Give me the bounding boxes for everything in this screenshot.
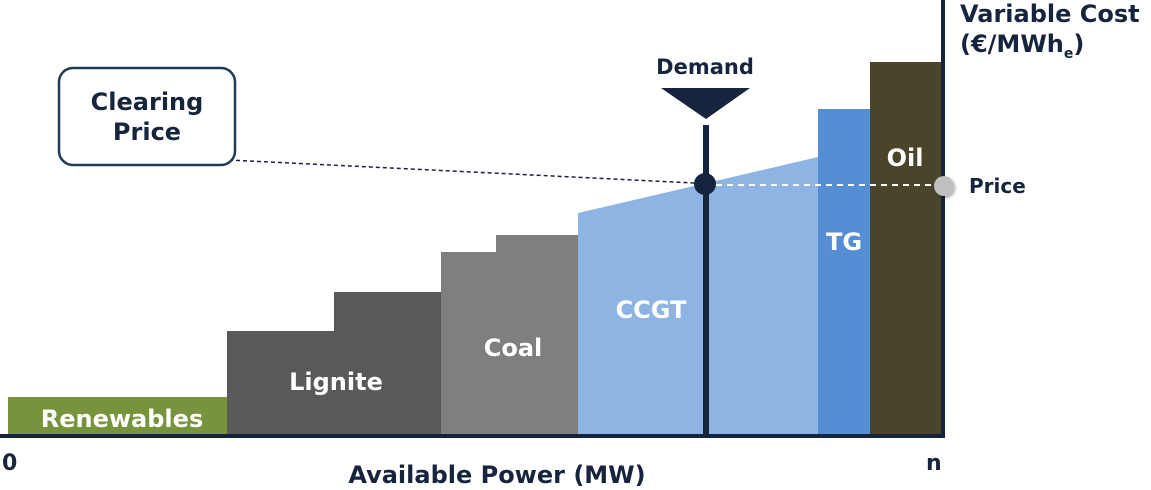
callout-leader-line <box>228 159 695 184</box>
x-axis-start-label: 0 <box>2 451 17 476</box>
clearing-price-callout <box>57 66 237 167</box>
coal-block <box>441 235 578 437</box>
oil-label: Oil <box>887 144 924 172</box>
ccgt-label: CCGT <box>616 296 688 324</box>
price-marker <box>934 176 954 196</box>
x-axis-label: Available Power (MW) <box>348 461 645 489</box>
ccgt-block <box>578 157 818 437</box>
renewables-label: Renewables <box>41 405 203 433</box>
renewables-block <box>8 397 227 437</box>
y-axis-label-line1: Variable Cost <box>960 0 1140 28</box>
callout-line1: Clearing <box>91 88 204 116</box>
x-axis-end-label: n <box>926 451 942 476</box>
y-axis-label-close: ) <box>1073 30 1084 58</box>
y-axis-label-subscript: e <box>1064 46 1074 62</box>
callout-line2: Price <box>113 118 181 146</box>
lignite-block <box>227 292 441 437</box>
coal-label: Coal <box>484 334 543 362</box>
clearing-point <box>694 173 716 195</box>
demand-arrow-icon <box>661 88 750 119</box>
y-axis-label-main: (€/MWh <box>960 30 1064 58</box>
oil-block <box>870 62 941 437</box>
tg-block <box>818 109 870 437</box>
demand-label: Demand <box>656 55 754 79</box>
tg-label: TG <box>826 228 862 256</box>
price-label: Price <box>969 174 1026 198</box>
lignite-label: Lignite <box>289 368 383 396</box>
y-axis-label-line2: (€/MWhe) <box>960 30 1084 62</box>
